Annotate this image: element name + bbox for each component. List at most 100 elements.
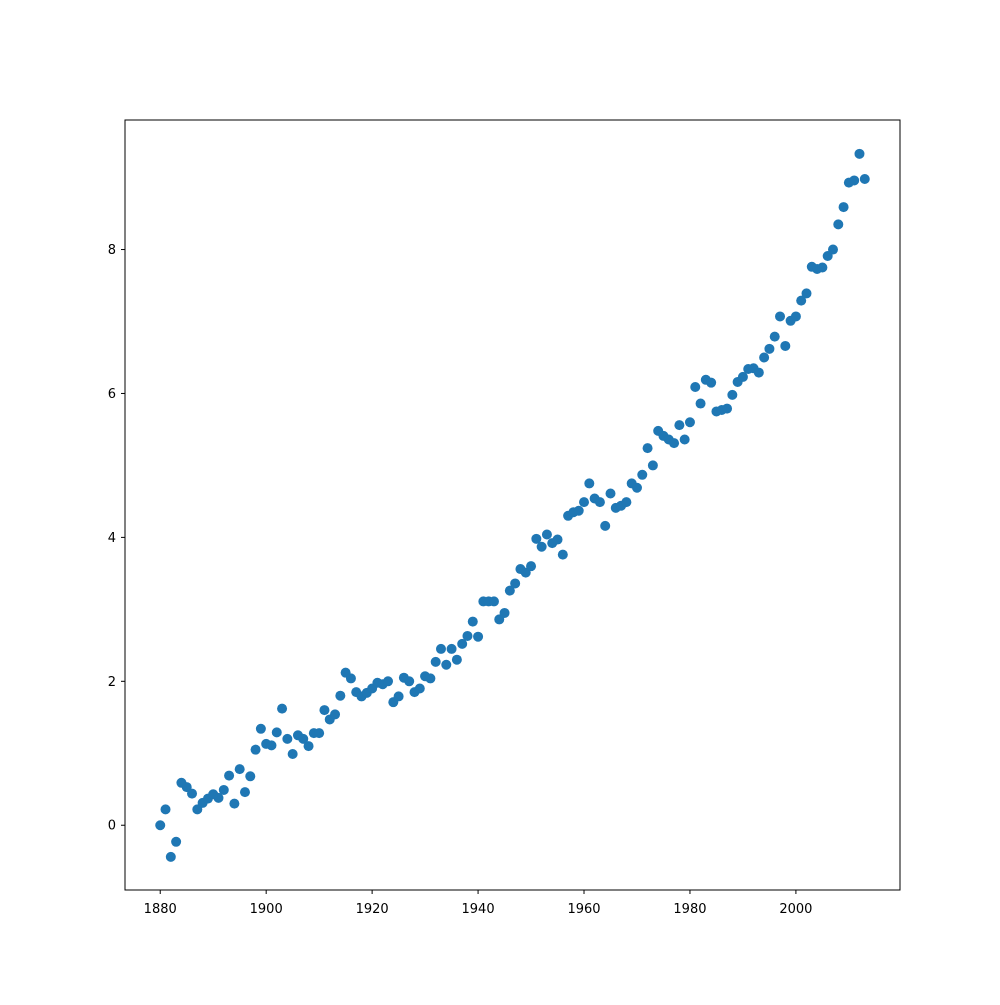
data-point (165, 851, 176, 862)
x-axis: 1880 1900 1920 1940 1960 1980 2000 (144, 890, 812, 917)
data-point (833, 219, 844, 230)
data-point (393, 691, 404, 702)
data-point (552, 534, 563, 545)
data-point (451, 654, 462, 665)
data-point (160, 804, 171, 815)
data-point (796, 295, 807, 306)
x-tick-label: 1960 (567, 902, 600, 917)
data-point (504, 585, 515, 596)
data-point (684, 417, 695, 428)
y-tick-label: 8 (108, 243, 116, 258)
data-point (218, 784, 229, 795)
data-point (213, 792, 224, 803)
data-point (642, 443, 653, 454)
data-point (404, 676, 415, 687)
data-point (430, 656, 441, 667)
data-point (621, 497, 632, 508)
y-axis: 0 2 4 6 8 (108, 243, 125, 834)
data-point (647, 460, 658, 471)
data-point (229, 798, 240, 809)
x-tick-label: 2000 (779, 902, 812, 917)
data-point (854, 148, 865, 159)
data-point (287, 748, 298, 759)
data-point (330, 709, 341, 720)
x-tick-label: 1940 (462, 902, 495, 917)
y-tick-label: 4 (108, 531, 116, 546)
y-tick-label: 6 (108, 387, 116, 402)
data-point (695, 398, 706, 409)
data-point (769, 331, 780, 342)
data-point (298, 733, 309, 744)
x-tick-label: 1980 (673, 902, 706, 917)
data-point (435, 643, 446, 654)
data-point (414, 683, 425, 694)
data-point (250, 744, 261, 755)
data-point (775, 311, 786, 322)
data-point (266, 740, 277, 751)
data-point (764, 343, 775, 354)
data-point (319, 705, 330, 716)
data-point (239, 787, 250, 798)
data-point (271, 727, 282, 738)
y-tick-label: 0 (108, 819, 116, 834)
data-point (383, 676, 394, 687)
data-point (499, 607, 510, 618)
data-point (425, 673, 436, 684)
data-point (187, 788, 198, 799)
data-point (600, 520, 611, 531)
data-point (817, 262, 828, 273)
data-point (155, 820, 166, 831)
data-point (605, 488, 616, 499)
data-point (457, 638, 468, 649)
data-point (706, 377, 717, 388)
data-point (827, 244, 838, 255)
data-point (859, 174, 870, 185)
x-tick-label: 1920 (356, 902, 389, 917)
data-point (526, 561, 537, 572)
data-point (594, 497, 605, 508)
x-tick-label: 1880 (144, 902, 177, 917)
plot-frame (124, 119, 901, 891)
data-point (722, 403, 733, 414)
y-tick-label: 2 (108, 675, 116, 690)
data-point (637, 469, 648, 480)
data-point (541, 529, 552, 540)
data-point (335, 690, 346, 701)
data-point (462, 630, 473, 641)
data-point (679, 434, 690, 445)
data-point (690, 381, 701, 392)
data-point (224, 770, 235, 781)
data-point (446, 643, 457, 654)
data-point (255, 723, 266, 734)
data-point (753, 367, 764, 378)
data-point (759, 352, 770, 363)
data-point (573, 505, 584, 516)
data-point (669, 438, 680, 449)
data-point (727, 389, 738, 400)
data-point (531, 533, 542, 544)
data-point (801, 288, 812, 299)
data-point (631, 482, 642, 493)
data-point (838, 202, 849, 213)
data-point (737, 371, 748, 382)
data-point (467, 616, 478, 627)
data-point (536, 541, 547, 552)
data-point (579, 497, 590, 508)
data-point (510, 578, 521, 589)
data-point (790, 311, 801, 322)
data-point (584, 478, 595, 489)
data-point (345, 673, 356, 684)
data-point (473, 631, 484, 642)
data-point (234, 764, 245, 775)
data-point (171, 836, 182, 847)
data-point (303, 741, 314, 752)
data-point (674, 420, 685, 431)
data-point (245, 771, 256, 782)
data-point (557, 549, 568, 560)
data-point (488, 596, 499, 607)
data-point (277, 703, 288, 714)
data-points (155, 148, 870, 862)
